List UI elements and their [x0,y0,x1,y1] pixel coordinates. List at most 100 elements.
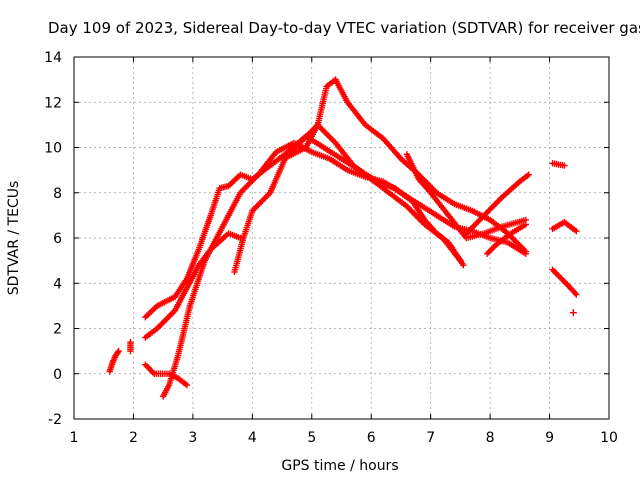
y-axis-label: SDTVAR / TECUs [6,181,22,296]
series-track-2 [127,338,134,355]
data-point-run [171,277,189,301]
data-point-run [266,150,290,169]
series-track-1 [106,347,122,375]
data-point-run [463,213,486,237]
data-point-run [507,221,529,237]
y-tick-label: 14 [44,50,62,66]
data-point-run [323,77,338,90]
data-point-run [159,383,172,400]
data-point-run [480,224,504,237]
data-point-run [237,172,260,196]
data-point-run [549,219,566,233]
data-point-run [427,189,451,217]
x-axis-label: GPS time / hours [281,458,398,474]
series-track-7 [231,121,464,276]
series-track-12 [549,160,568,169]
data-point-run [498,179,522,201]
series-track-13 [549,218,580,235]
grid-lines [74,57,609,419]
series-track-14 [549,266,580,298]
y-tick-label: 10 [44,141,62,157]
data-point-run [549,266,564,281]
y-tick-label: 8 [53,186,62,202]
x-tick-label: 9 [545,430,554,446]
data-point-run [549,160,568,169]
data-point-run [165,354,181,389]
data-point-run [127,338,134,355]
data-point-run [255,150,279,178]
data-point-run [332,76,350,104]
data-point-run [112,347,122,359]
series-track-6 [159,139,529,400]
data-point-run [154,294,177,310]
data-point-run [171,286,190,314]
series-track-8 [284,76,529,255]
data-point-run [314,85,330,129]
data-point-run [183,248,202,282]
data-point-run [272,140,296,156]
data-point-run [332,139,356,168]
data-point-run [516,171,532,185]
data-point-run [308,148,331,162]
x-tick-label: 10 [600,430,618,446]
data-point-run [558,275,573,290]
data-points [106,76,580,400]
data-point-run [183,263,202,291]
data-point-run [195,214,214,253]
x-tick-label: 7 [426,430,435,446]
data-point-run [225,172,243,190]
data-point-run [561,218,580,235]
data-point-run [284,145,308,160]
series-track-4 [142,132,467,321]
data-point-run [142,361,156,376]
data-point-run [421,221,445,240]
y-tick-label: 4 [53,276,62,292]
data-point-run [451,200,474,214]
data-point-run [498,216,529,230]
y-tick-label: 0 [53,367,62,383]
data-point-run [415,175,433,195]
x-tick-label: 5 [307,430,316,446]
series-track-11 [483,221,529,258]
chart-title: Day 109 of 2023, Sidereal Day-to-day VTE… [48,19,640,37]
data-point-run [344,99,368,127]
data-point-run [174,304,193,359]
data-point-run [154,308,177,332]
data-point-run [350,162,373,182]
series-track-5 [142,230,244,341]
data-point-run [362,121,385,141]
data-point-run [266,157,288,196]
data-point-run [403,203,427,227]
y-tick-label: 2 [53,322,62,338]
x-tick-label: 8 [486,430,495,446]
data-point-run [201,225,225,264]
series-track-10 [463,171,532,237]
series-track-3 [142,361,191,389]
data-point-run [186,259,208,310]
data-point [569,309,577,317]
data-point-run [219,191,243,230]
data-point-run [403,151,422,181]
series-track-9 [403,151,529,242]
y-tick-label: 6 [53,231,62,247]
data-point-run [433,212,456,229]
data-point-run [397,189,421,207]
x-tick-label: 6 [367,430,376,446]
data-point-run [207,187,223,219]
data-point-run [492,231,513,248]
data-point-run [483,243,498,258]
data-point-run [379,135,403,161]
data-point-run [320,144,343,161]
x-tick-label: 2 [129,430,138,446]
series-track-15 [569,309,577,317]
data-point-run [445,212,469,240]
data-point-run [326,155,349,173]
data-point-run [302,123,320,151]
data-point-run [439,234,464,264]
y-tick-label: -2 [48,412,62,428]
data-point-run [174,375,191,389]
data-point-run [385,189,409,209]
x-tick-label: 1 [70,430,79,446]
